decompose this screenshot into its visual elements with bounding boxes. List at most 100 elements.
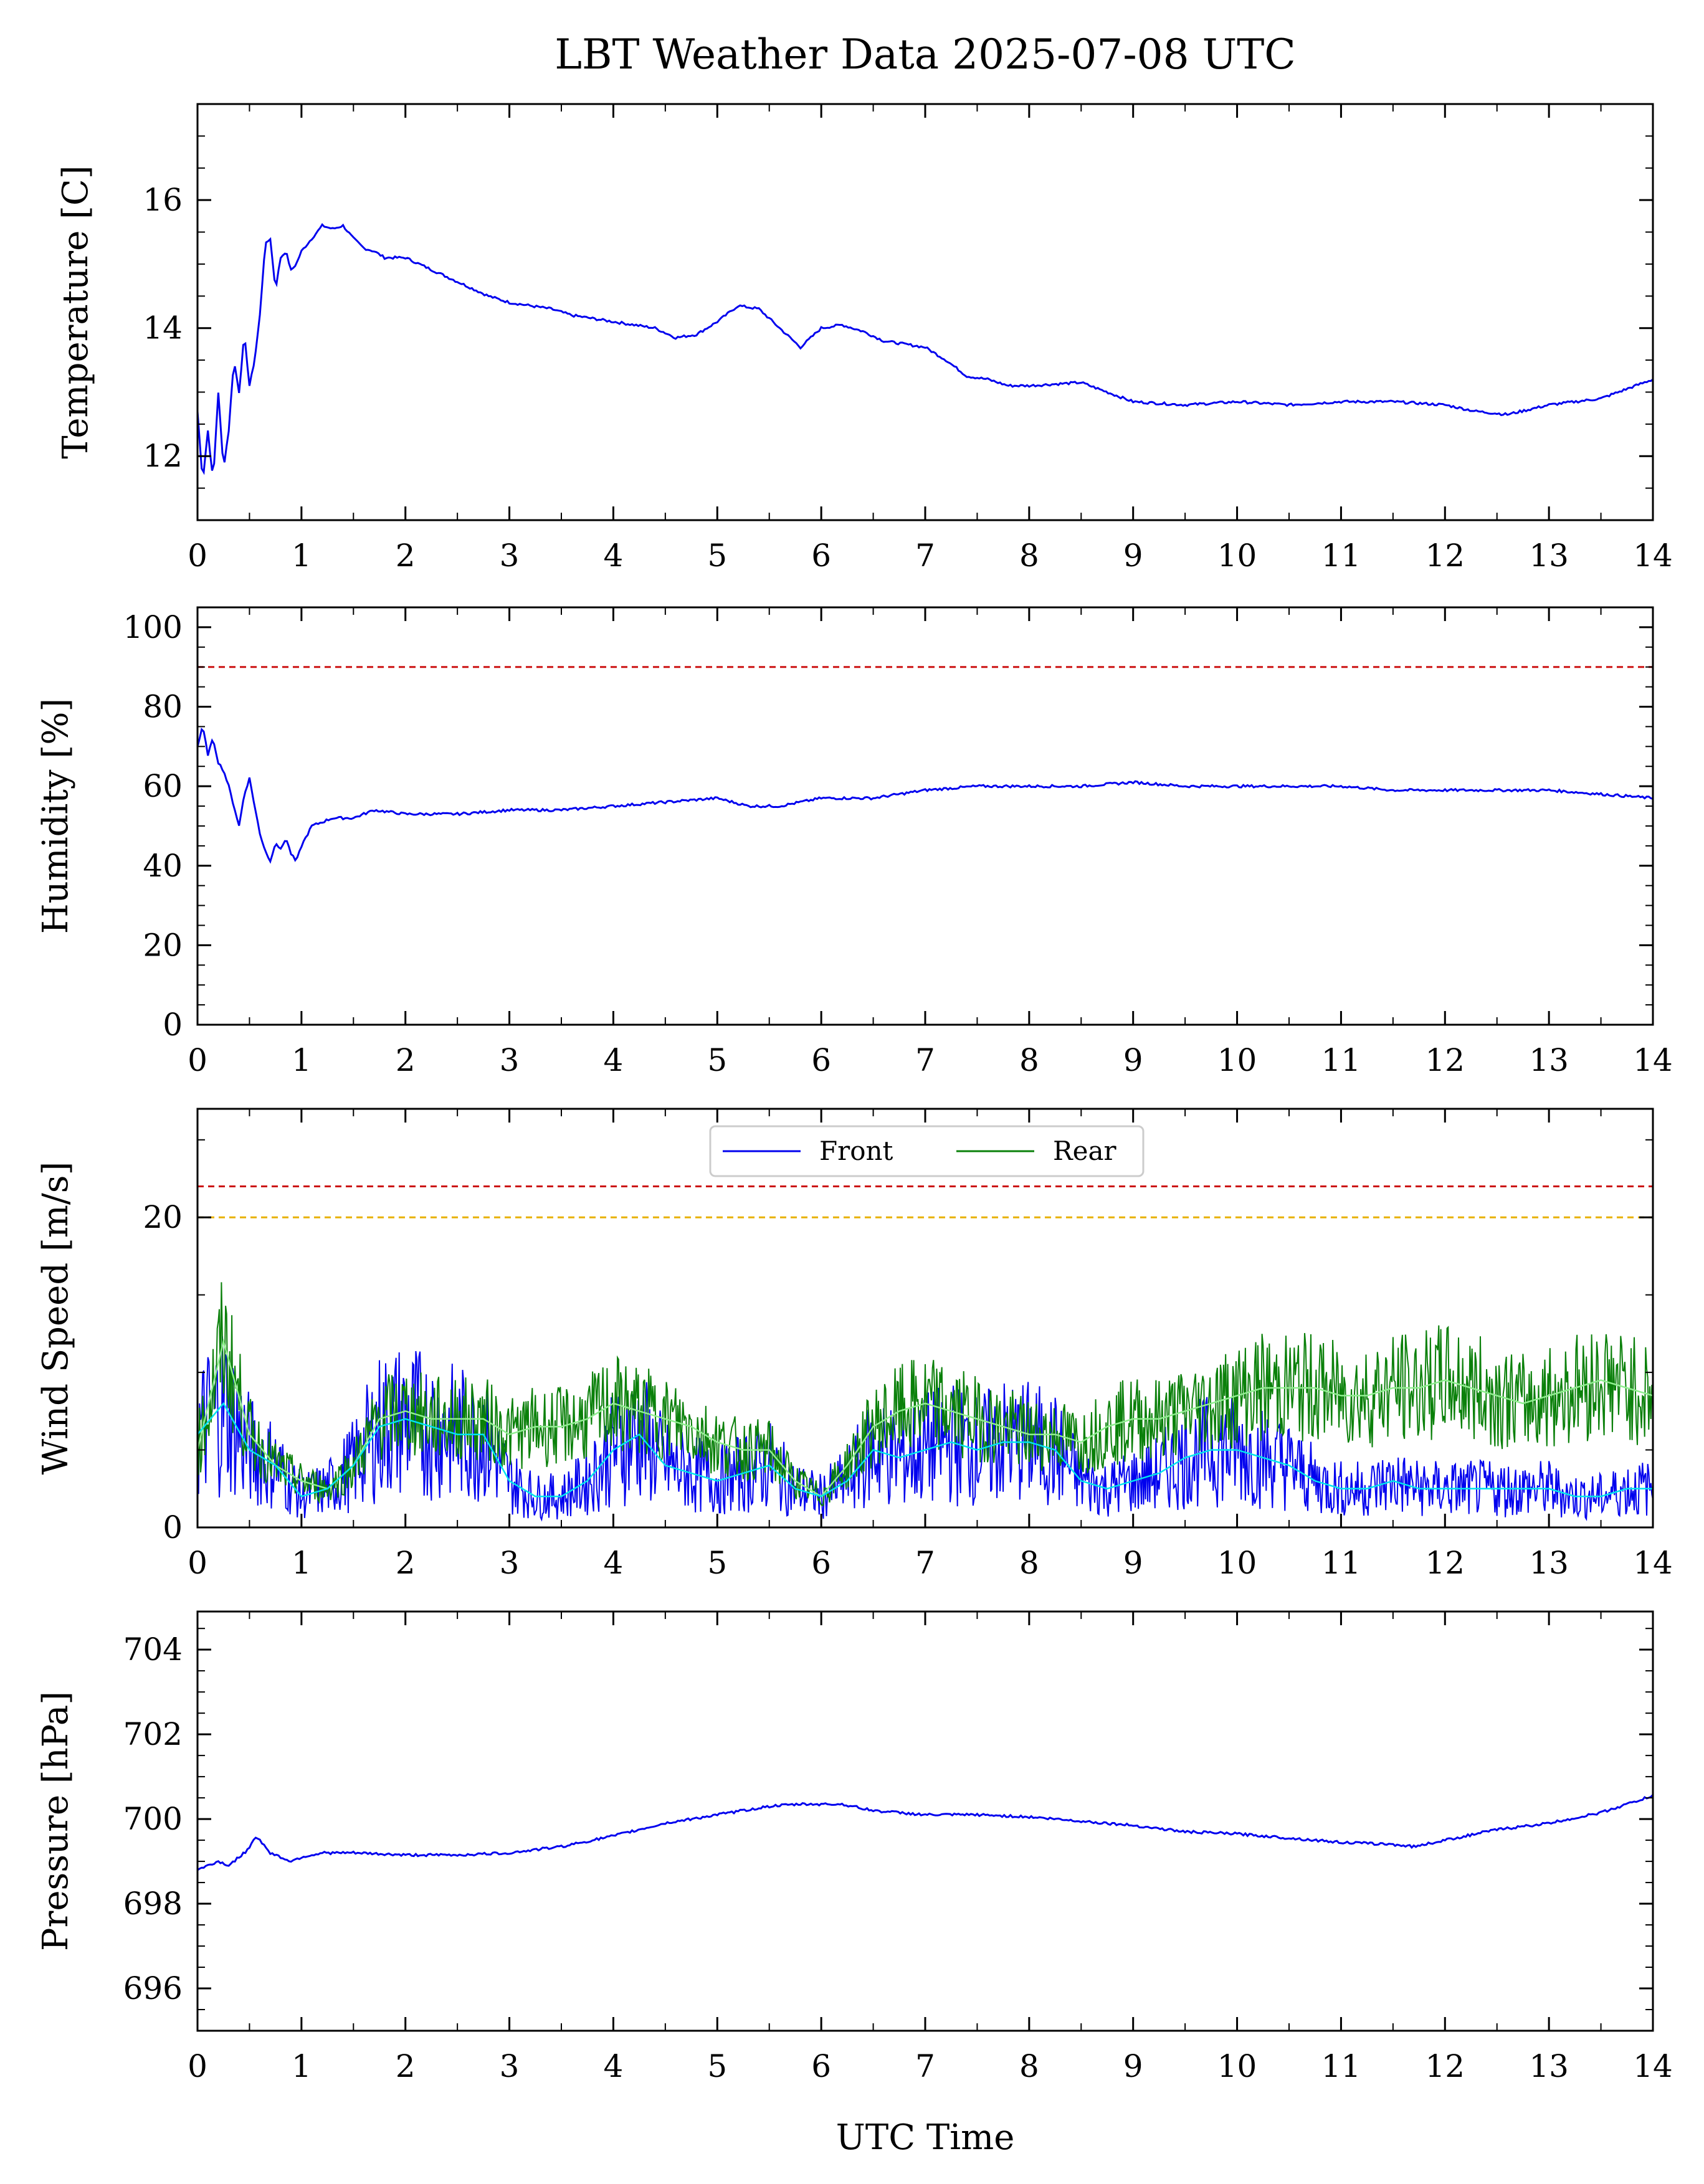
x-tick-label: 12 [1425,1545,1465,1581]
x-tick-label: 11 [1321,1545,1361,1581]
y-tick-label: 20 [143,1199,183,1235]
x-tick-label: 5 [707,2048,727,2084]
panel-2: 0 1 2 3 4 5 6 7 8 9 10 11 12 13 14020406080100Humidity… [36,606,1673,1078]
x-tick-label: 13 [1529,538,1569,574]
x-tick-label: 0 [188,1545,207,1581]
plot-frame [196,606,1654,1026]
x-tick-label: 8 [1019,1042,1039,1078]
x-tick-label: 0 [188,538,207,574]
x-tick-label: 11 [1321,538,1361,574]
series-front-smoothed [198,1402,1653,1498]
x-tick-label: 7 [915,2048,935,2084]
x-tick-label: 14 [1633,2048,1673,2084]
series-rear-smoothed [198,1338,1653,1498]
y-axis-label: Humidity [%] [36,698,76,934]
y-tick-label: 698 [123,1886,183,1922]
x-tick-label: 1 [292,1545,312,1581]
x-tick-label: 1 [292,538,312,574]
x-tick-label: 4 [604,1042,624,1078]
series-line-2 [198,727,1653,864]
y-tick-label: 100 [123,609,183,645]
chart-title: LBT Weather Data 2025-07-08 UTC [555,31,1296,78]
x-tick-label: 5 [707,538,727,574]
x-tick-label: 14 [1633,1545,1673,1581]
x-tick-label: 2 [396,538,416,574]
x-tick-label: 10 [1217,2048,1257,2084]
x-tick-label: 0 [188,1042,207,1078]
x-tick-label: 9 [1123,2048,1143,2084]
x-tick-label: 3 [500,2048,520,2084]
x-tick-label: 8 [1019,1545,1039,1581]
x-tick-label: 4 [604,538,624,574]
y-tick-label: 0 [163,1007,183,1043]
x-tick-label: 8 [1019,538,1039,574]
y-axis-label: Wind Speed [m/s] [36,1162,76,1475]
y-tick-label: 700 [123,1801,183,1837]
x-tick-label: 3 [500,538,520,574]
x-tick-label: 6 [811,538,831,574]
x-tick-label: 1 [292,1042,312,1078]
y-tick-label: 80 [143,689,183,725]
x-tick-label: 13 [1529,1545,1569,1581]
panel-4: 0 1 2 3 4 5 6 7 8 9 10 11 12 13 14696698700702704Press… [36,1610,1673,2084]
x-tick-label: 2 [396,2048,416,2084]
x-tick-label: 10 [1217,538,1257,574]
x-tick-label: 12 [1425,538,1465,574]
x-tick-label: 5 [707,1545,727,1581]
x-tick-label: 12 [1425,1042,1465,1078]
x-tick-label: 11 [1321,1042,1361,1078]
x-axis-label: UTC Time [836,2117,1015,2158]
x-tick-label: 10 [1217,1042,1257,1078]
x-tick-label: 6 [811,2048,831,2084]
y-axis-label: Temperature [C] [55,165,96,458]
legend: Front Rear [709,1125,1145,1177]
x-tick-label: 9 [1123,538,1143,574]
x-tick-label: 9 [1123,1042,1143,1078]
y-tick-label: 60 [143,768,183,804]
x-tick-label: 13 [1529,1042,1569,1078]
plot-frame [196,1610,1654,2032]
x-tick-label: 7 [915,1545,935,1581]
x-tick-label: 0 [188,2048,207,2084]
x-tick-label: 4 [604,1545,624,1581]
x-tick-label: 7 [915,538,935,574]
y-tick-label: 20 [143,927,183,963]
x-tick-label: 6 [811,1042,831,1078]
y-tick-label: 40 [143,848,183,884]
y-tick-label: 14 [143,310,183,346]
x-tick-label: 7 [915,1042,935,1078]
x-tick-label: 12 [1425,2048,1465,2084]
y-axis-label: Pressure [hPa] [36,1691,76,1951]
legend-label-rear: Rear [1053,1136,1117,1166]
x-tick-label: 4 [604,2048,624,2084]
x-tick-label: 14 [1633,538,1673,574]
series-line-4 [198,1794,1653,1871]
y-tick-label: 702 [123,1716,183,1752]
y-tick-label: 16 [143,182,183,218]
x-tick-label: 8 [1019,2048,1039,2084]
x-tick-label: 11 [1321,2048,1361,2084]
y-tick-label: 12 [143,438,183,474]
x-tick-label: 9 [1123,1545,1143,1581]
series-rear-line [198,1282,1653,1507]
legend-label-front: Front [819,1136,893,1166]
x-tick-label: 6 [811,1545,831,1581]
y-tick-label: 704 [123,1631,183,1668]
x-tick-label: 10 [1217,1545,1257,1581]
plot-frame [196,103,1654,521]
x-tick-label: 1 [292,2048,312,2084]
x-tick-label: 2 [396,1545,416,1581]
y-tick-label: 696 [123,1970,183,2006]
series-front-line [198,1336,1653,1522]
x-tick-label: 14 [1633,1042,1673,1078]
series-line-1 [198,222,1653,475]
x-tick-label: 3 [500,1545,520,1581]
x-tick-label: 13 [1529,2048,1569,2084]
x-tick-label: 5 [707,1042,727,1078]
y-tick-label: 0 [163,1509,183,1545]
x-tick-label: 3 [500,1042,520,1078]
